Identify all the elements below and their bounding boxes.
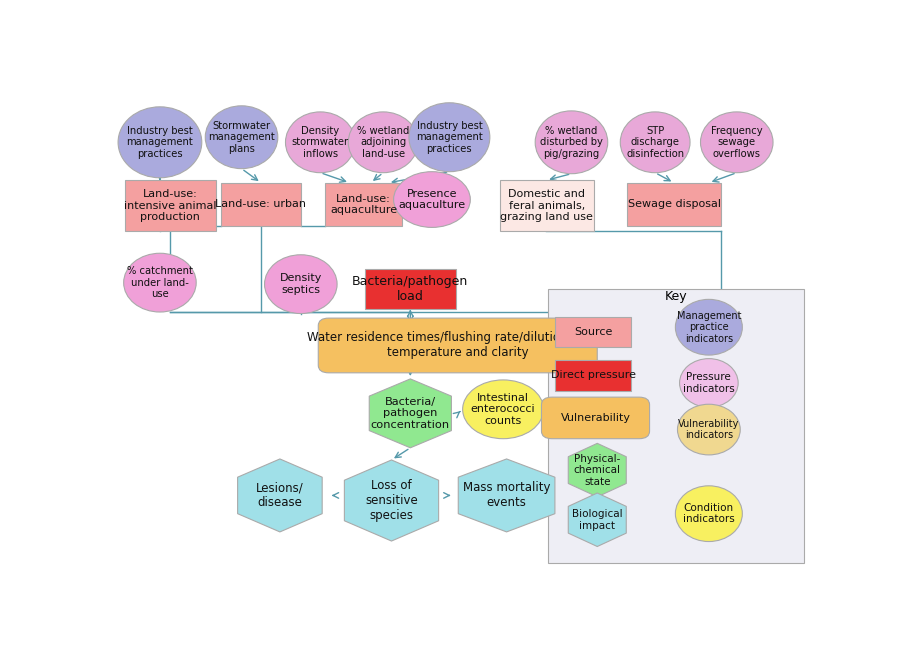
Text: Vulnerability
indicators: Vulnerability indicators (679, 418, 740, 440)
Text: Land-use:
intensive animal
production: Land-use: intensive animal production (124, 189, 217, 222)
Ellipse shape (678, 404, 740, 455)
Text: Bacteria/
pathogen
concentration: Bacteria/ pathogen concentration (371, 397, 450, 430)
Polygon shape (568, 493, 626, 547)
Ellipse shape (393, 172, 471, 228)
FancyBboxPatch shape (627, 183, 722, 226)
Text: % catchment
under land-
use: % catchment under land- use (127, 266, 193, 299)
Polygon shape (369, 379, 452, 448)
Text: Sewage disposal: Sewage disposal (628, 199, 721, 209)
FancyBboxPatch shape (554, 360, 632, 391)
Text: Vulnerability: Vulnerability (561, 413, 631, 423)
Text: Loss of
sensitive
species: Loss of sensitive species (365, 479, 418, 522)
Ellipse shape (265, 255, 338, 314)
Text: % wetland
disturbed by
pig/grazing: % wetland disturbed by pig/grazing (540, 126, 603, 159)
Ellipse shape (205, 106, 278, 168)
Ellipse shape (409, 103, 490, 172)
Text: % wetland
adjoining
land-use: % wetland adjoining land-use (357, 126, 410, 159)
Text: Source: Source (574, 327, 612, 338)
Ellipse shape (118, 107, 202, 178)
FancyBboxPatch shape (125, 180, 216, 231)
Ellipse shape (463, 380, 544, 439)
FancyBboxPatch shape (500, 180, 594, 231)
Ellipse shape (123, 253, 196, 312)
FancyBboxPatch shape (542, 397, 650, 439)
FancyBboxPatch shape (365, 269, 455, 309)
Text: Pressure
indicators: Pressure indicators (683, 372, 734, 393)
Polygon shape (568, 443, 626, 497)
Text: Lesions/
disease: Lesions/ disease (256, 482, 304, 509)
Text: Stormwater
management
plans: Stormwater management plans (208, 120, 274, 154)
Text: Condition
indicators: Condition indicators (683, 503, 734, 524)
Polygon shape (345, 460, 438, 541)
Text: Key: Key (665, 290, 688, 303)
Text: Density
septics: Density septics (280, 273, 322, 295)
Text: Water residence times/flushing rate/dilution, water
temperature and clarity: Water residence times/flushing rate/dilu… (307, 332, 608, 359)
Text: Frequency
sewage
overflows: Frequency sewage overflows (711, 126, 762, 159)
Text: Direct pressure: Direct pressure (551, 370, 635, 380)
Text: Density
stormwater
inflows: Density stormwater inflows (292, 126, 349, 159)
Text: Mass mortality
events: Mass mortality events (463, 482, 550, 509)
Text: Bacteria/pathogen
load: Bacteria/pathogen load (352, 275, 469, 303)
Ellipse shape (285, 112, 356, 172)
Ellipse shape (348, 112, 418, 172)
FancyBboxPatch shape (325, 183, 402, 226)
Text: Presence
aquaculture: Presence aquaculture (399, 189, 465, 211)
Polygon shape (458, 459, 555, 532)
Text: Physical-
chemical
state: Physical- chemical state (574, 453, 621, 487)
Ellipse shape (620, 112, 690, 172)
Text: Biological
impact: Biological impact (572, 509, 623, 530)
FancyBboxPatch shape (548, 290, 805, 563)
Text: Industry best
management
practices: Industry best management practices (416, 120, 482, 154)
Ellipse shape (536, 111, 608, 174)
Ellipse shape (680, 359, 738, 407)
Text: Domestic and
feral animals,
grazing land use: Domestic and feral animals, grazing land… (500, 189, 593, 222)
Ellipse shape (675, 299, 742, 355)
FancyBboxPatch shape (554, 317, 632, 347)
Polygon shape (238, 459, 322, 532)
FancyBboxPatch shape (220, 183, 301, 226)
FancyBboxPatch shape (319, 318, 598, 373)
Text: STP
discharge
disinfection: STP discharge disinfection (626, 126, 684, 159)
Ellipse shape (700, 112, 773, 172)
Text: Industry best
management
practices: Industry best management practices (127, 126, 194, 159)
Text: Land-use: urban: Land-use: urban (215, 199, 306, 209)
Text: Management
practice
indicators: Management practice indicators (677, 311, 741, 344)
Text: Land-use:
aquaculture: Land-use: aquaculture (330, 193, 397, 215)
Text: Intestinal
enterococci
counts: Intestinal enterococci counts (471, 393, 536, 426)
Ellipse shape (675, 486, 742, 542)
